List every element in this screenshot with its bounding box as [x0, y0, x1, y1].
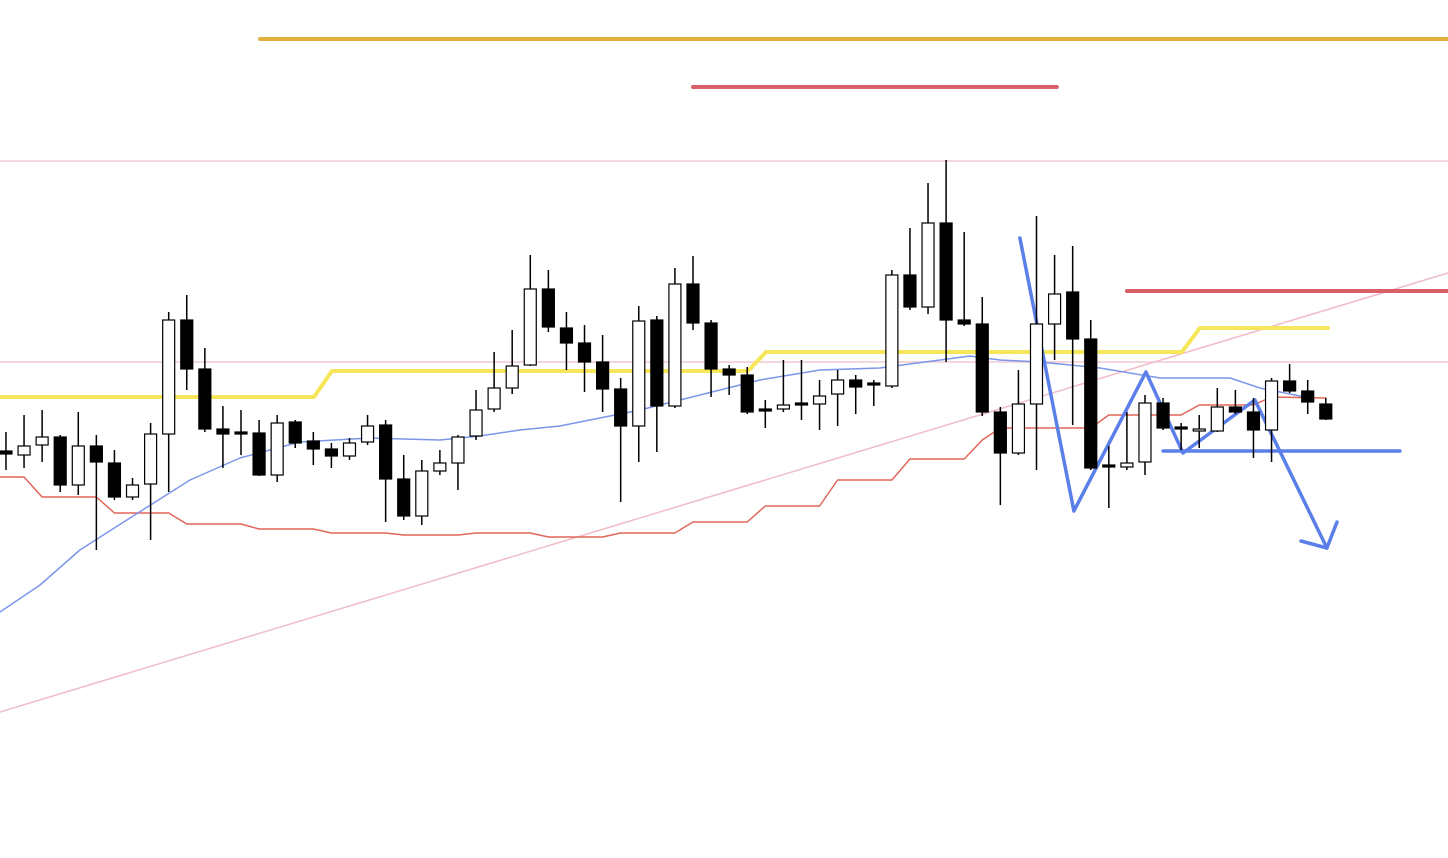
- candle-body: [686, 283, 700, 324]
- candle-body: [1066, 291, 1080, 340]
- candle-body: [89, 445, 103, 463]
- candle-body: [360, 425, 375, 443]
- candle-body: [867, 382, 881, 386]
- candle-body: [125, 484, 140, 498]
- candle-body: [975, 323, 989, 413]
- candle-body: [1228, 406, 1242, 413]
- candle-body: [1319, 403, 1333, 420]
- candle-body: [35, 436, 49, 446]
- candle-body: [1084, 338, 1098, 469]
- candle-body: [1047, 293, 1062, 325]
- candle-body: [632, 320, 646, 427]
- candle-body: [1283, 380, 1297, 392]
- candle-body: [559, 327, 574, 344]
- candle-body: [379, 424, 393, 480]
- candle-body: [650, 319, 664, 407]
- candle-body: [1210, 406, 1224, 432]
- candle-body: [722, 368, 736, 376]
- candle-body: [1102, 464, 1116, 468]
- candle-body: [794, 402, 809, 406]
- candle-body: [397, 478, 411, 517]
- candle-body: [505, 365, 519, 389]
- overlay-line: [1299, 520, 1339, 550]
- candle-body: [433, 462, 447, 472]
- candle-body: [577, 342, 592, 363]
- overlay-line: [0, 272, 1448, 713]
- candle-body: [487, 387, 501, 410]
- candle-body: [342, 442, 357, 457]
- candle-body: [469, 409, 483, 437]
- candle-body: [415, 470, 429, 517]
- candle-body: [252, 432, 266, 476]
- candle-body: [921, 222, 935, 308]
- candle-body: [614, 388, 628, 427]
- candle-body: [234, 431, 248, 435]
- candle-body: [0, 450, 13, 455]
- candle-body: [270, 422, 284, 476]
- candle-body: [1174, 426, 1188, 430]
- candle-body: [1029, 323, 1044, 405]
- candle-body: [216, 428, 230, 435]
- candle-body: [831, 379, 845, 395]
- candle-body: [288, 421, 302, 444]
- candle-body: [144, 433, 158, 485]
- candle-body: [885, 274, 899, 387]
- candle-body: [523, 288, 537, 366]
- candle-body: [1264, 380, 1279, 431]
- candle-body: [198, 368, 212, 430]
- candle-body: [306, 440, 320, 450]
- candle-body: [668, 283, 682, 407]
- candle-body: [849, 379, 863, 388]
- candle-body: [180, 319, 194, 370]
- candle-body: [162, 319, 176, 435]
- overlay-line: [0, 326, 1330, 399]
- candle-body: [740, 374, 754, 413]
- candle-body: [758, 408, 772, 412]
- candle-body: [776, 404, 790, 410]
- candle-body: [1011, 403, 1026, 454]
- candle-body: [957, 319, 971, 325]
- candle-body: [704, 322, 718, 370]
- candle-body: [993, 411, 1007, 454]
- candle-body: [107, 462, 122, 498]
- candle-body: [53, 436, 67, 486]
- candle-body: [1301, 390, 1315, 403]
- candle-body: [1192, 428, 1206, 432]
- candle-body: [71, 445, 85, 486]
- candle-body: [17, 445, 31, 456]
- candle-body: [1246, 411, 1261, 431]
- candle-body: [324, 448, 339, 457]
- candle-body: [595, 361, 610, 390]
- candle-body: [541, 288, 555, 328]
- candle-body: [939, 222, 953, 321]
- candle-body: [903, 274, 917, 308]
- candle-body: [451, 436, 465, 464]
- candle-body: [1120, 462, 1134, 468]
- candle-body: [1138, 402, 1152, 463]
- candle-body: [1156, 402, 1170, 429]
- candle-body: [812, 395, 827, 405]
